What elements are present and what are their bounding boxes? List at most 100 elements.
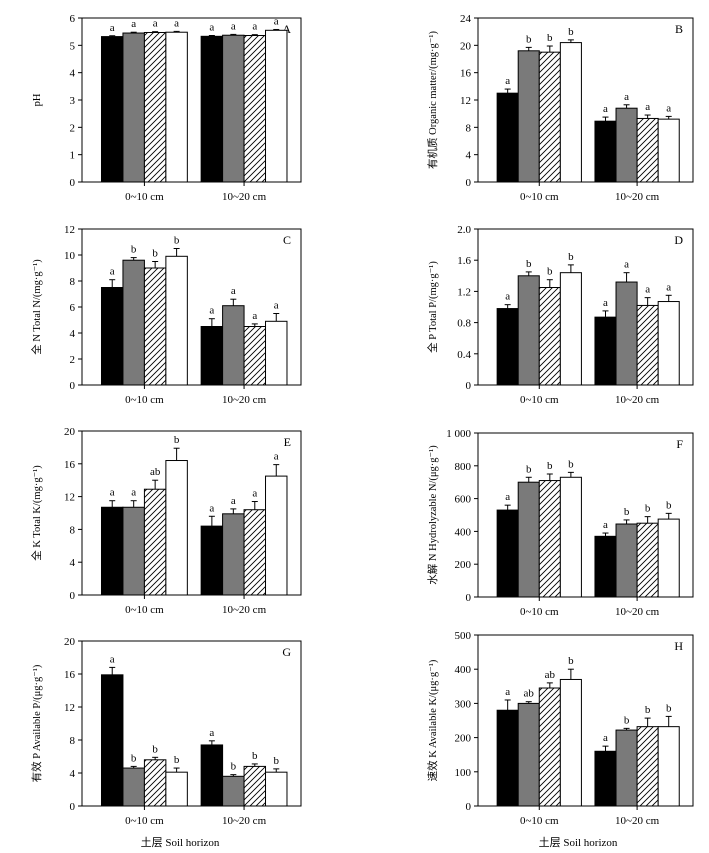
x-tick-label: 10~20 cm <box>615 394 660 406</box>
y-tick-label: 300 <box>455 698 472 710</box>
y-axis-label: 有效 P Available P/(μg·g⁻¹) <box>30 664 43 782</box>
bar <box>657 118 680 183</box>
y-tick-label: 4 <box>70 328 76 340</box>
significance-label: a <box>645 284 650 296</box>
x-tick-label: 10~20 cm <box>222 191 267 203</box>
panel-e: 0 4 8 12 16 20 全 K Total K/(mg·g⁻¹) E 0~10 cm a a a… <box>30 426 302 616</box>
plot-frame <box>81 640 302 807</box>
panel-d: 0 0.4 0.8 1.2 1.6 2.0 全 P Total P/(mg·g⁻¹) D 0~1… <box>426 224 694 406</box>
significance-label: b <box>666 499 672 511</box>
y-tick-label: 400 <box>455 526 472 538</box>
significance-label: a <box>110 266 115 278</box>
significance-label: b <box>152 248 158 260</box>
y-tick-label: 8 <box>70 276 76 288</box>
bar <box>559 476 582 598</box>
x-tick-label: 0~10 cm <box>125 604 164 616</box>
significance-label: b <box>547 32 553 44</box>
bar <box>615 523 638 598</box>
y-axis-label: 全 P Total P/(mg·g⁻¹) <box>426 261 439 353</box>
bar <box>165 31 188 183</box>
plot-frame <box>477 634 694 807</box>
y-tick-label: 10 <box>64 250 76 262</box>
significance-label: a <box>209 21 214 33</box>
x-tick-label: 0~10 cm <box>125 815 164 827</box>
significance-label: a <box>624 259 629 271</box>
significance-label: b <box>174 434 180 446</box>
y-tick-label: 0 <box>466 380 472 392</box>
significance-label: a <box>131 487 136 499</box>
plot-frame <box>81 430 302 596</box>
panel-letter: G <box>282 645 291 659</box>
significance-label: b <box>131 244 137 256</box>
significance-label: a <box>645 101 650 113</box>
significance-label: ab <box>150 466 161 478</box>
bar <box>636 304 659 386</box>
bar <box>559 678 582 807</box>
significance-label: b <box>624 506 630 518</box>
x-tick-label: 0~10 cm <box>520 191 559 203</box>
y-tick-label: 20 <box>64 426 76 438</box>
bar <box>496 92 519 183</box>
bar <box>122 32 145 183</box>
panel-letter: D <box>674 233 683 247</box>
y-tick-label: 0 <box>70 177 76 189</box>
bar <box>200 35 224 183</box>
y-tick-label: 20 <box>460 40 472 52</box>
significance-label: a <box>252 21 257 33</box>
y-tick-label: 0 <box>466 592 472 604</box>
bar <box>222 513 245 596</box>
x-tick-label: 0~10 cm <box>125 394 164 406</box>
x-tick-label: 0~10 cm <box>125 191 164 203</box>
bar <box>165 255 188 386</box>
bar <box>517 50 540 183</box>
panel-letter: B <box>675 22 683 36</box>
significance-label: b <box>568 458 574 470</box>
x-tick-label: 10~20 cm <box>615 815 660 827</box>
bar <box>143 759 167 807</box>
bar <box>615 729 638 807</box>
significance-label: b <box>547 266 553 278</box>
panel-c: 0 2 4 6 8 10 12 全 N Total N/(mg·g⁻¹) C 0~10 cm a b b… <box>30 224 302 406</box>
bar <box>165 460 188 596</box>
bar <box>100 287 124 386</box>
y-tick-label: 12 <box>64 224 75 236</box>
bar <box>222 775 245 807</box>
significance-label: b <box>568 655 574 667</box>
x-tick-label: 10~20 cm <box>222 394 267 406</box>
significance-label: a <box>603 103 608 115</box>
y-axis-label: pH <box>32 93 43 106</box>
y-tick-label: 2.0 <box>457 224 471 236</box>
significance-label: b <box>666 702 672 714</box>
significance-label: a <box>274 15 279 27</box>
bar <box>265 475 288 596</box>
significance-label: b <box>231 761 237 773</box>
y-tick-label: 800 <box>455 461 472 473</box>
x-tick-label: 0~10 cm <box>520 815 559 827</box>
y-tick-label: 3 <box>70 95 76 107</box>
significance-label: b <box>152 743 158 755</box>
bar <box>594 316 617 386</box>
significance-label: ab <box>524 688 535 700</box>
y-tick-label: 8 <box>70 524 76 536</box>
significance-label: b <box>645 704 651 716</box>
bar <box>122 259 145 386</box>
y-tick-label: 500 <box>455 630 472 642</box>
significance-label: a <box>603 519 608 531</box>
significance-label: a <box>231 285 236 297</box>
significance-label: b <box>526 258 532 270</box>
bar <box>496 509 519 598</box>
y-axis-label: 全 K Total K/(mg·g⁻¹) <box>30 465 43 561</box>
bar <box>222 34 245 183</box>
bar <box>143 488 167 596</box>
significance-label: a <box>110 22 115 34</box>
x-caption-left: 土层 Soil horizon <box>141 836 220 849</box>
significance-label: a <box>209 305 214 317</box>
panel-letter: C <box>283 233 291 247</box>
significance-label: a <box>209 727 214 739</box>
significance-label: a <box>174 17 179 29</box>
significance-label: b <box>526 463 532 475</box>
y-tick-label: 24 <box>460 13 472 25</box>
y-tick-label: 2 <box>70 122 76 134</box>
y-tick-label: 0 <box>70 801 76 813</box>
